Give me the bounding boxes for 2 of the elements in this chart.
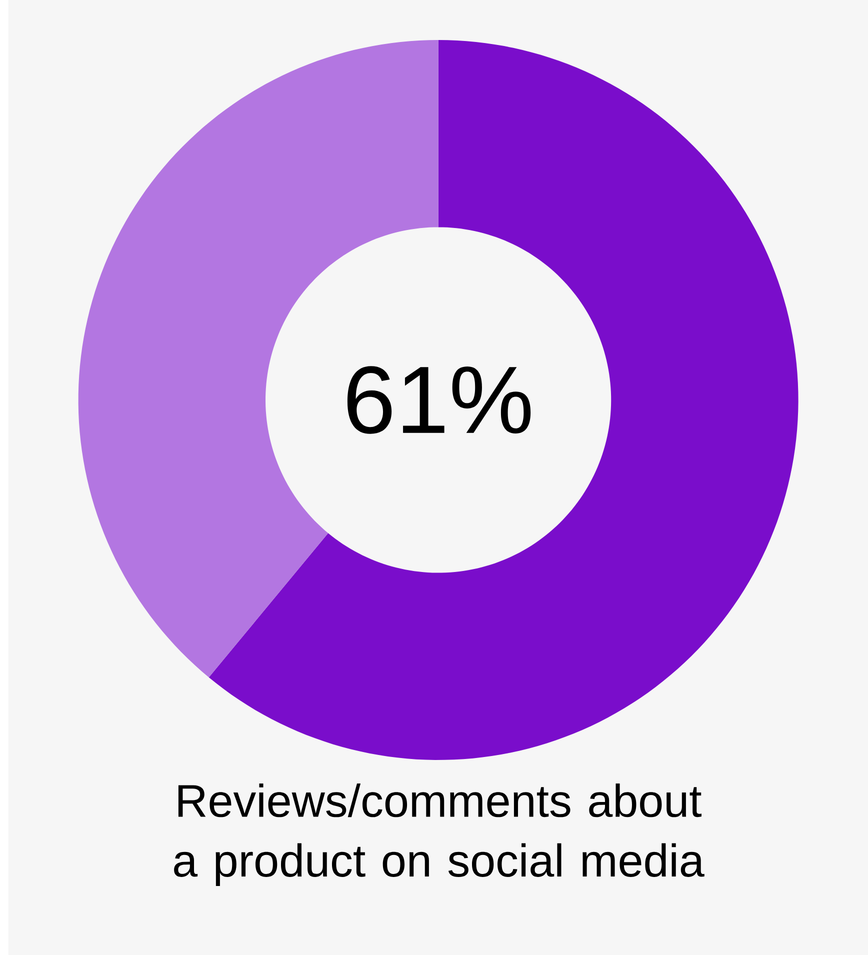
data-label: 61% (347, 366, 530, 434)
text: Reviews/comments about a product on social media (174, 784, 704, 886)
